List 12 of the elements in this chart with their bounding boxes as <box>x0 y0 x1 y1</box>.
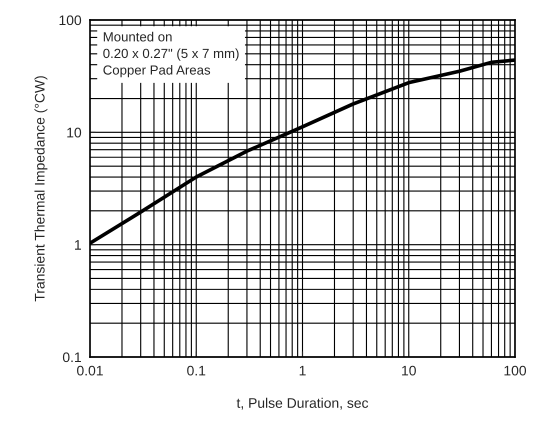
x-tick-label: 10 <box>402 366 416 376</box>
x-tick-label: 1 <box>300 366 306 376</box>
x-tick-label: 0.1 <box>187 366 206 376</box>
y-tick-label: 0.1 <box>62 352 81 362</box>
y-axis-title: Transient Thermal Impedance (°CW) <box>34 76 48 302</box>
y-tick-label: 10 <box>67 128 82 138</box>
annotation: Mounted on 0.20 x 0.27" (5 x 7 mm) Copper Pad Areas <box>103 32 239 78</box>
y-tick-label: 1 <box>75 240 81 250</box>
y-tick-label: 100 <box>60 15 82 26</box>
x-tick-label: 0.01 <box>77 366 103 376</box>
x-tick-label: 100 <box>504 366 526 376</box>
x-axis-title: t, Pulse Duration, sec <box>236 398 368 410</box>
